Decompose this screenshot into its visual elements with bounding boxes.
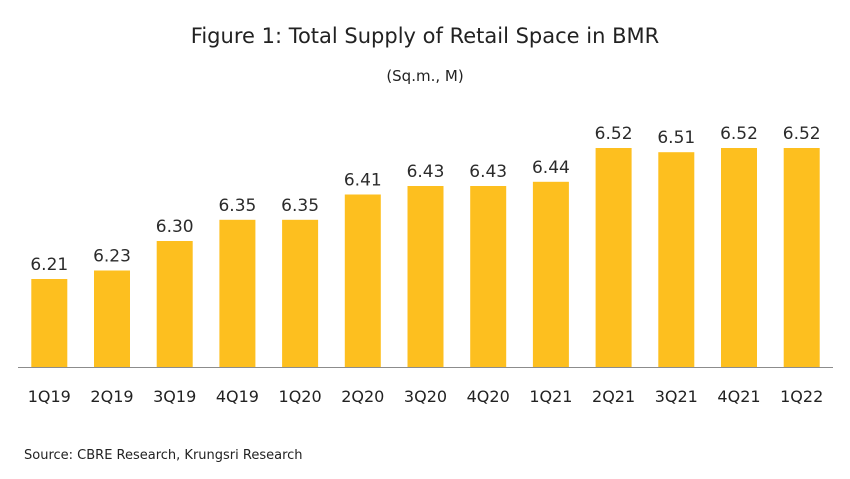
x-tick-label: 2Q21: [592, 387, 635, 406]
bar: [470, 186, 507, 367]
data-label: 6.35: [281, 196, 319, 216]
bar: [282, 219, 319, 367]
x-tick-label: 3Q20: [404, 387, 447, 406]
bar: [156, 241, 193, 367]
data-label: 6.41: [344, 171, 382, 191]
chart-subtitle: (Sq.m., M): [386, 67, 464, 85]
source-note: Source: CBRE Research, Krungsri Research: [24, 448, 303, 463]
bar: [532, 181, 569, 367]
chart-title: Figure 1: Total Supply of Retail Space i…: [190, 24, 660, 48]
bar: [344, 194, 381, 367]
x-tick-label: 2Q19: [90, 387, 133, 406]
x-tick-label: 3Q19: [153, 387, 196, 406]
data-label: 6.43: [469, 162, 507, 182]
data-label: 6.35: [218, 196, 256, 216]
data-label: 6.43: [407, 162, 445, 182]
bar: [721, 148, 757, 367]
bar: [783, 148, 820, 367]
x-tick-label: 4Q19: [216, 387, 259, 406]
data-label: 6.44: [532, 158, 570, 178]
x-tick-label: 1Q21: [529, 387, 572, 406]
data-label: 6.51: [657, 128, 695, 148]
data-label: 6.52: [783, 124, 821, 144]
bar: [219, 219, 256, 367]
data-label: 6.52: [595, 124, 633, 144]
bar: [595, 148, 632, 367]
x-tick-label: 4Q21: [717, 387, 760, 406]
bar: [407, 186, 444, 367]
x-tick-label: 4Q20: [467, 387, 510, 406]
data-label: 6.21: [30, 255, 68, 275]
data-label: 6.30: [156, 217, 194, 237]
x-tick-label: 1Q20: [279, 387, 322, 406]
data-label: 6.52: [720, 124, 758, 144]
x-tick-label: 2Q20: [341, 387, 384, 406]
bar: [94, 270, 130, 367]
x-tick-label: 1Q19: [28, 387, 71, 406]
bar: [31, 279, 68, 367]
x-tick-label: 1Q22: [780, 387, 823, 406]
x-tick-label: 3Q21: [655, 387, 698, 406]
data-label: 6.23: [93, 247, 131, 267]
bar: [658, 152, 695, 367]
